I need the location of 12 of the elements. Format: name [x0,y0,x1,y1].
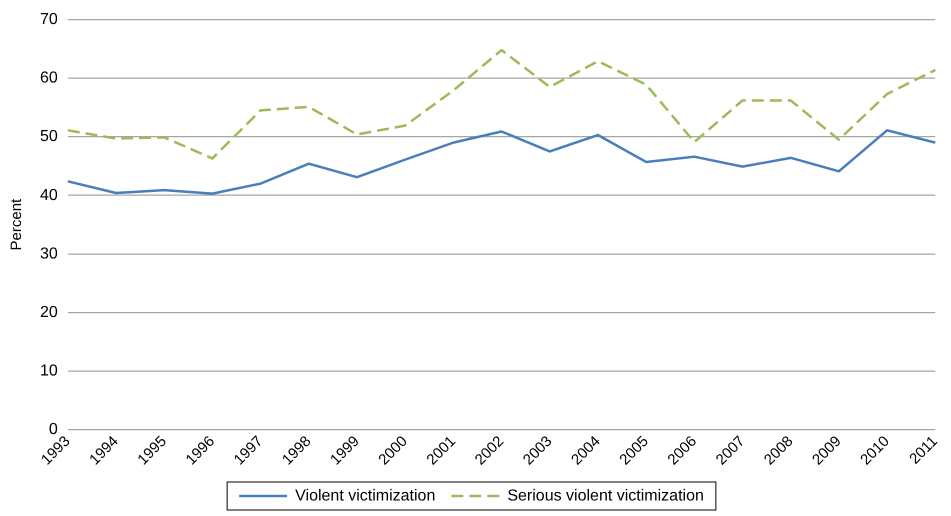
y-axis-title: Percent [8,198,26,250]
legend-label: Violent victimization [295,487,436,504]
y-tick-label: 0 [48,421,58,438]
y-tick-label: 70 [40,11,58,28]
legend-label: Serious violent victimization [507,487,704,504]
y-tick-label: 10 [40,362,58,380]
y-tick-label: 30 [40,245,58,262]
line-series [66,48,937,160]
y-tick-label: 40 [40,186,58,204]
y-tick-label: 60 [40,70,58,87]
y-tick-label: 20 [40,304,58,321]
y-tick-label: 50 [40,128,58,146]
